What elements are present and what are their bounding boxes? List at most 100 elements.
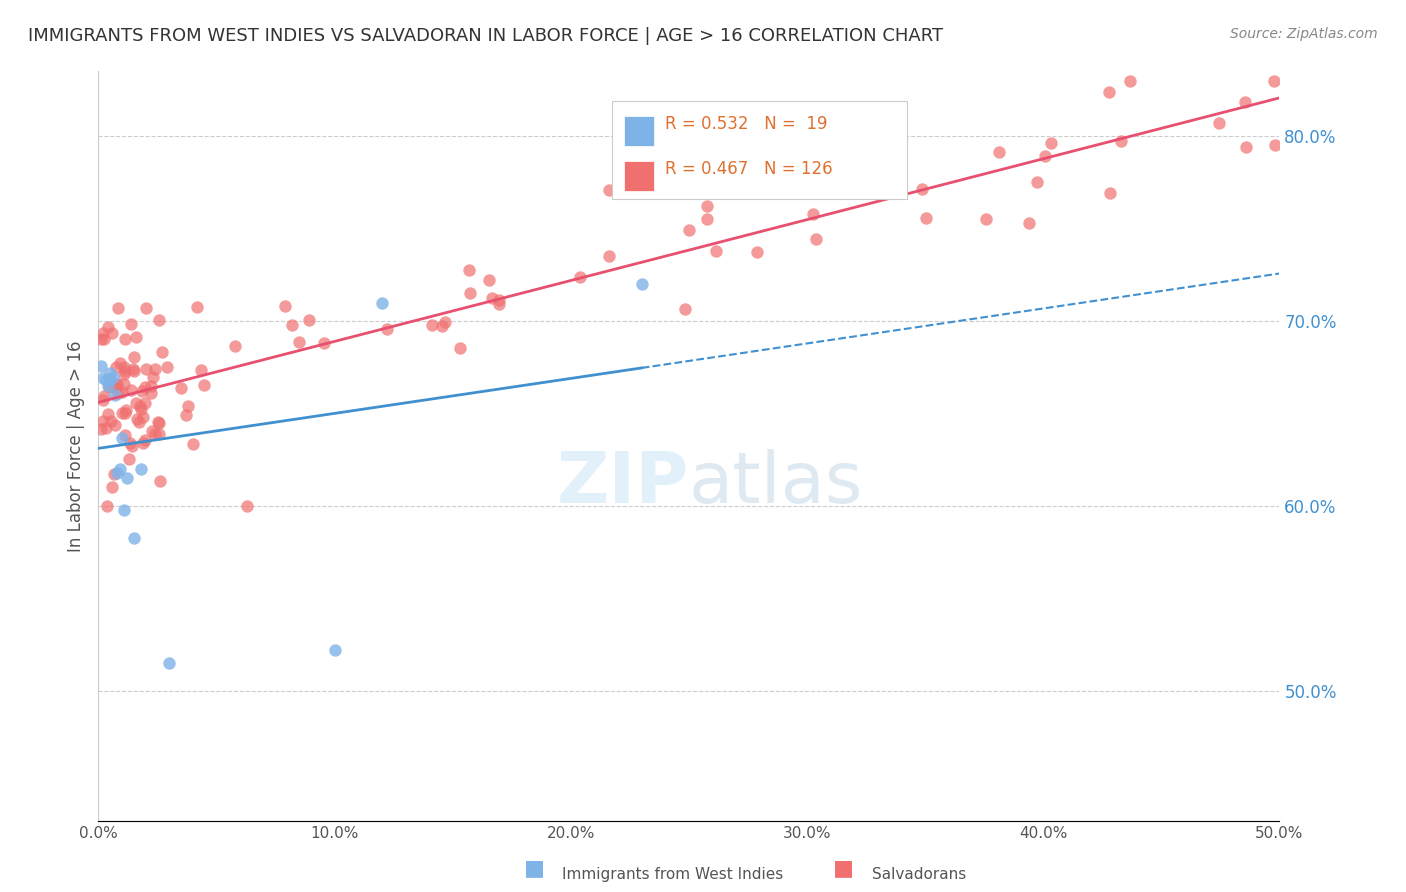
Point (125, 412, 148, 426)
Point (488, 297, 510, 311)
Point (323, 643, 346, 657)
Point (673, 301, 696, 316)
Point (569, 269, 592, 284)
Point (129, 402, 152, 417)
Point (987, 145, 1010, 159)
Point (134, 433, 156, 447)
Point (114, 428, 136, 442)
Y-axis label: In Labor Force | Age > 16: In Labor Force | Age > 16 (66, 340, 84, 552)
Point (96, 408, 118, 422)
Bar (624, 116, 654, 146)
Point (224, 339, 246, 353)
Point (129, 399, 152, 413)
Point (280, 318, 302, 332)
Point (1119, 73, 1142, 87)
Point (149, 474, 172, 488)
Text: Salvadorans: Salvadorans (872, 867, 966, 881)
Point (143, 362, 166, 376)
Point (112, 367, 135, 381)
Point (1263, 73, 1285, 87)
Point (97, 320, 120, 334)
Point (121, 439, 143, 453)
Point (111, 406, 134, 420)
Point (1033, 149, 1056, 163)
Point (811, 157, 834, 171)
Point (100, 414, 122, 428)
Point (97, 379, 120, 393)
Point (97, 380, 120, 394)
Point (1039, 136, 1062, 150)
Point (371, 295, 394, 310)
Point (193, 378, 215, 392)
Point (118, 452, 141, 467)
Point (915, 211, 938, 225)
Point (134, 396, 156, 410)
Point (122, 531, 145, 545)
Point (112, 359, 135, 374)
Point (100, 326, 122, 340)
Point (143, 427, 166, 442)
Point (90, 422, 112, 436)
Point (101, 480, 124, 494)
Point (122, 350, 145, 364)
Point (148, 416, 170, 430)
Point (298, 312, 321, 326)
Point (1026, 175, 1049, 189)
Point (124, 396, 146, 410)
Point (148, 313, 170, 327)
Point (155, 359, 177, 374)
Point (125, 329, 148, 343)
Point (287, 334, 309, 349)
Point (806, 231, 828, 245)
Point (433, 315, 456, 329)
Point (449, 341, 471, 355)
Point (111, 385, 134, 400)
Point (911, 182, 934, 196)
Text: R = 0.532   N =  19: R = 0.532 N = 19 (665, 115, 828, 133)
Point (488, 293, 510, 307)
Point (598, 183, 620, 197)
Point (1018, 216, 1040, 230)
Point (104, 360, 127, 375)
Point (801, 207, 824, 221)
Bar (612, 102, 907, 199)
Point (132, 409, 155, 424)
Point (114, 402, 136, 417)
Point (974, 212, 997, 227)
Point (114, 406, 136, 420)
Text: Source: ZipAtlas.com: Source: ZipAtlas.com (1230, 27, 1378, 41)
Point (1109, 134, 1132, 148)
Point (108, 356, 131, 370)
Point (630, 277, 652, 292)
Point (104, 418, 127, 433)
Point (122, 362, 145, 376)
Text: ■: ■ (834, 858, 853, 878)
Point (626, 148, 648, 162)
Point (422, 318, 444, 333)
Point (704, 244, 727, 258)
Point (98, 373, 121, 387)
Point (134, 301, 156, 315)
Point (120, 317, 142, 331)
Point (91, 371, 114, 385)
Point (114, 364, 136, 378)
Point (1098, 186, 1121, 200)
Point (105, 381, 128, 395)
Point (111, 431, 134, 445)
Point (141, 386, 163, 401)
Point (170, 381, 193, 395)
Point (312, 335, 335, 350)
Point (131, 384, 153, 399)
Text: ■: ■ (524, 858, 544, 878)
Point (128, 415, 150, 429)
Point (457, 263, 479, 277)
Point (150, 345, 173, 359)
Point (129, 462, 152, 476)
Point (107, 301, 129, 316)
Point (478, 273, 501, 287)
Point (696, 212, 718, 227)
Point (132, 436, 155, 450)
Point (98, 366, 121, 380)
Point (114, 332, 136, 346)
Point (148, 415, 170, 429)
